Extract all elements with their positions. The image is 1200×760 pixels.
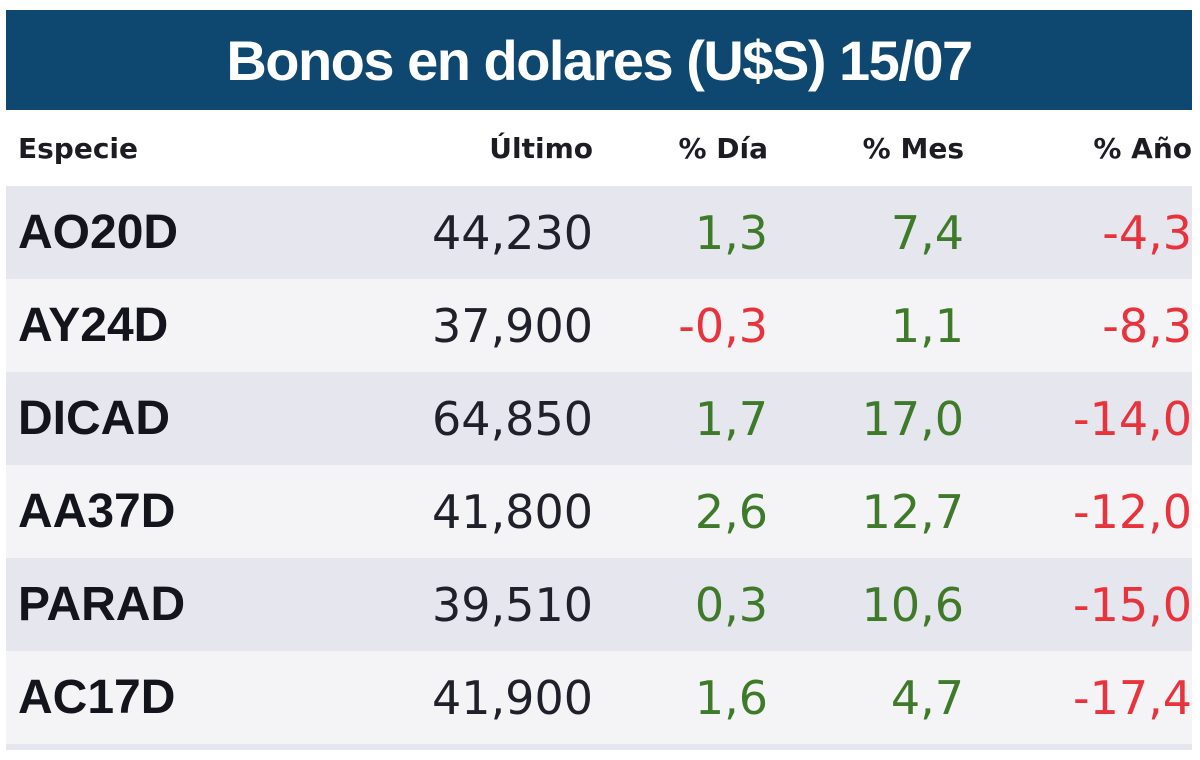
- cell-pct-dia: 1,6: [694, 670, 768, 725]
- cell-pct-mes: 10,6: [861, 577, 964, 632]
- table-bottom-divider: [6, 744, 1192, 750]
- cell-pct-mes: 1,1: [890, 298, 964, 353]
- cell-pct-ano: -17,4: [1072, 670, 1192, 725]
- cell-pct-mes: 17,0: [861, 391, 964, 446]
- cell-ultimo: 44,230: [432, 205, 593, 260]
- cell-ultimo: 41,800: [432, 484, 593, 539]
- cell-pct-ano: -12,0: [1072, 484, 1192, 539]
- header-pct-mes: % Mes: [862, 131, 964, 165]
- cell-pct-ano: -4,3: [1102, 205, 1192, 260]
- cell-pct-mes: 4,7: [890, 670, 964, 725]
- cell-especie: AO20D: [18, 206, 179, 259]
- cell-pct-dia: 0,3: [694, 577, 768, 632]
- table-row: DICAD 64,850 1,7 17,0 -14,0: [6, 372, 1192, 465]
- cell-ultimo: 39,510: [432, 577, 593, 632]
- cell-ultimo: 41,900: [432, 670, 593, 725]
- header-ultimo: Último: [489, 131, 593, 165]
- cell-especie: AC17D: [18, 671, 176, 724]
- cell-pct-dia: 1,3: [694, 205, 768, 260]
- cell-pct-ano: -15,0: [1072, 577, 1192, 632]
- table-row: AA37D 41,800 2,6 12,7 -12,0: [6, 465, 1192, 558]
- header-pct-dia: % Día: [678, 131, 768, 165]
- header-especie: Especie: [18, 131, 139, 165]
- cell-pct-dia: -0,3: [678, 298, 768, 353]
- cell-ultimo: 37,900: [432, 298, 593, 353]
- bond-table: Especie Último % Día % Mes % Año AO20D 4…: [6, 110, 1192, 750]
- bond-table-card: Bonos en dolares (U$S) 15/07 Especie Últ…: [6, 10, 1192, 750]
- cell-especie: AY24D: [18, 299, 169, 352]
- table-row: AC17D 41,900 1,6 4,7 -17,4: [6, 651, 1192, 744]
- cell-pct-ano: -8,3: [1102, 298, 1192, 353]
- table-header-row: Especie Último % Día % Mes % Año: [6, 110, 1192, 186]
- cell-especie: PARAD: [18, 578, 186, 631]
- cell-pct-mes: 7,4: [890, 205, 964, 260]
- cell-ultimo: 64,850: [432, 391, 593, 446]
- table-title: Bonos en dolares (U$S) 15/07: [6, 10, 1192, 110]
- table-row: AY24D 37,900 -0,3 1,1 -8,3: [6, 279, 1192, 372]
- cell-pct-mes: 12,7: [861, 484, 964, 539]
- cell-pct-dia: 2,6: [694, 484, 768, 539]
- cell-pct-dia: 1,7: [694, 391, 768, 446]
- table-row: AO20D 44,230 1,3 7,4 -4,3: [6, 186, 1192, 279]
- cell-especie: DICAD: [18, 392, 170, 445]
- cell-pct-ano: -14,0: [1072, 391, 1192, 446]
- cell-especie: AA37D: [18, 485, 176, 538]
- table-row: PARAD 39,510 0,3 10,6 -15,0: [6, 558, 1192, 651]
- header-pct-ano: % Año: [1093, 131, 1192, 165]
